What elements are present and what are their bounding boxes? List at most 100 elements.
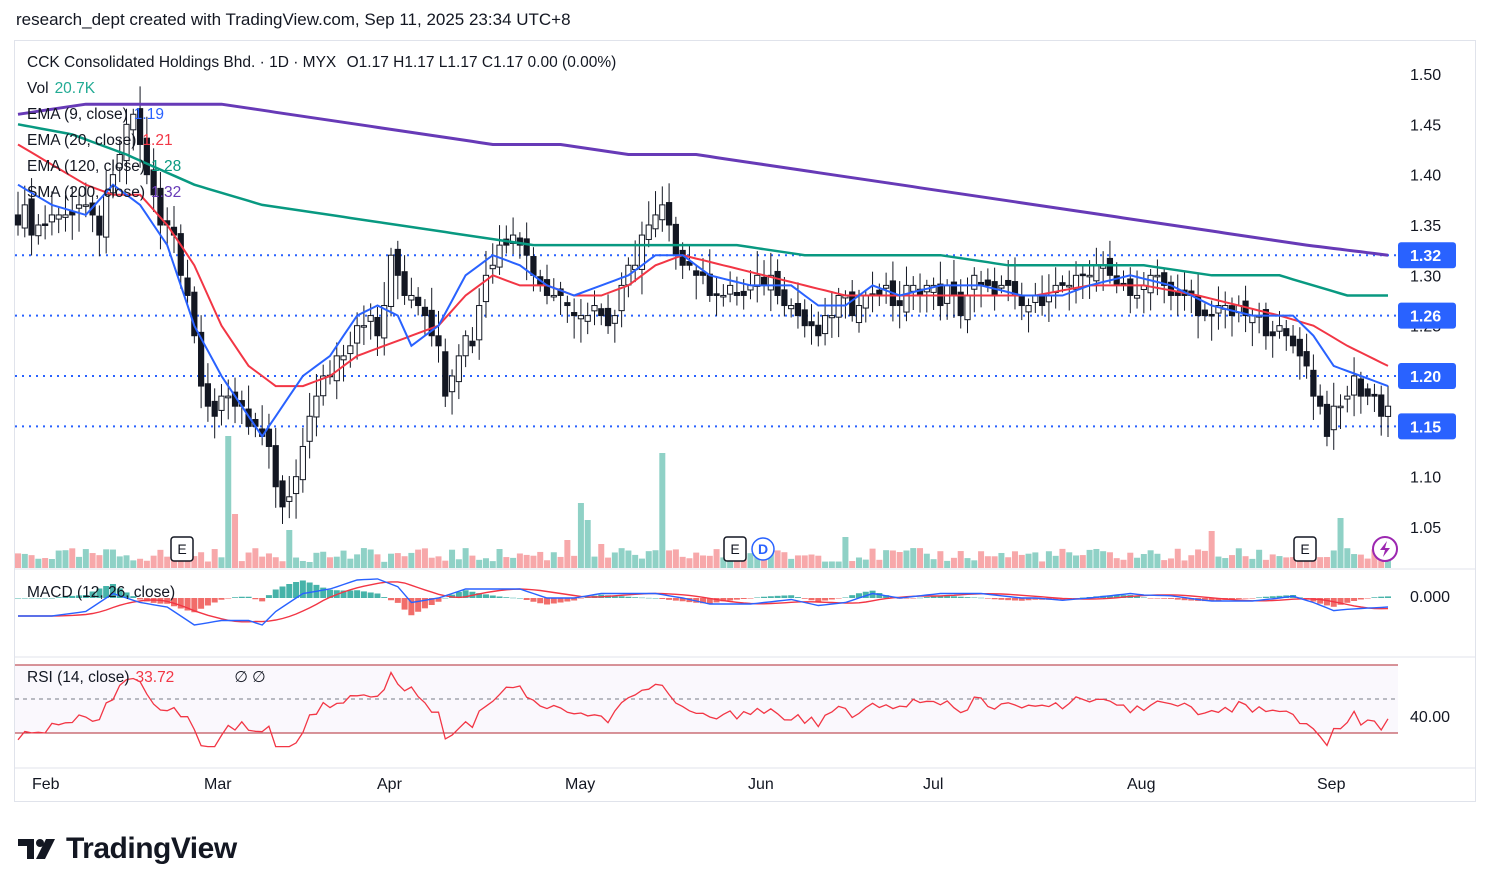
- candle-body: [489, 264, 496, 270]
- ema120-value: 1.28: [151, 158, 182, 175]
- volume-bar: [489, 561, 496, 568]
- macd-histogram-bar: [62, 596, 69, 598]
- tradingview-logo[interactable]: TradingView: [18, 832, 237, 866]
- candle-body: [1161, 272, 1168, 286]
- candle-body: [1337, 405, 1344, 409]
- macd-legend[interactable]: MACD (12, 26, close): [27, 584, 175, 602]
- macd-histogram-bar: [1310, 598, 1317, 602]
- candle-body: [1249, 315, 1256, 324]
- candle-body: [679, 249, 686, 266]
- volume-bar: [903, 550, 910, 568]
- candle-body: [218, 395, 225, 411]
- volume-bar: [1344, 548, 1351, 568]
- ema9-legend[interactable]: EMA (9, close) 1.19: [27, 106, 164, 124]
- rsi-line: [17, 671, 1389, 748]
- macd-histogram-bar: [706, 598, 713, 604]
- macd-histogram-bar: [964, 597, 971, 598]
- volume-bar: [1262, 559, 1269, 568]
- volume-bar: [1106, 552, 1113, 568]
- rsi-extra-values: ∅ ∅: [234, 669, 266, 686]
- candle-body: [1032, 294, 1039, 303]
- macd-histogram-bar: [910, 598, 917, 599]
- sma200-legend[interactable]: SMA (200, close) 1.32: [27, 184, 181, 202]
- candle-body: [788, 305, 795, 310]
- rsi-pane: [15, 664, 1398, 748]
- macd-histogram-bar: [225, 598, 232, 599]
- macd-histogram-bar: [1147, 598, 1154, 599]
- candle-body: [1025, 305, 1032, 313]
- macd-histogram-bar: [69, 595, 76, 598]
- macd-histogram-bar: [1256, 597, 1263, 598]
- volume-bar: [964, 558, 971, 568]
- candle-body: [1005, 279, 1012, 286]
- earnings-marker: [1293, 536, 1317, 562]
- symbol-title[interactable]: CCK Consolidated Holdings Bhd. · 1D · MY…: [27, 54, 337, 71]
- volume-bar: [1161, 560, 1168, 568]
- macd-histogram-bar: [1235, 598, 1242, 599]
- volume-bar: [1371, 549, 1378, 568]
- macd-histogram-bar: [638, 597, 645, 599]
- volume-bar: [1032, 552, 1039, 568]
- volume-bar: [672, 549, 679, 568]
- volume-bar: [449, 549, 456, 568]
- macd-histogram-bar: [923, 597, 930, 598]
- candle-body: [313, 395, 320, 418]
- candle-body: [767, 274, 774, 291]
- macd-histogram-bar: [21, 598, 28, 599]
- macd-line: [18, 578, 1389, 626]
- volume-bar: [1337, 518, 1344, 568]
- volume-bar: [1167, 558, 1174, 568]
- volume-bar: [462, 548, 469, 568]
- volume-bar: [415, 549, 422, 568]
- ema20-legend[interactable]: EMA (20, close) 1.21: [27, 132, 173, 150]
- macd-histogram-bar: [571, 598, 578, 601]
- macd-histogram-bar: [35, 598, 42, 599]
- candle-body: [1072, 274, 1080, 290]
- price-candles[interactable]: [14, 86, 1392, 524]
- ema120-legend[interactable]: EMA (120, close) 1.28: [27, 158, 181, 176]
- volume-legend[interactable]: Vol 20.7K: [27, 80, 95, 98]
- macd-histogram-bar: [754, 597, 761, 598]
- macd-histogram-bar: [218, 598, 225, 600]
- volume-bar: [1269, 554, 1276, 568]
- candle-body: [1364, 388, 1371, 397]
- ema20-line: [17, 143, 1389, 388]
- candle-body: [720, 294, 727, 298]
- macd-histogram-bar: [978, 597, 985, 599]
- macd-histogram-bar: [530, 598, 537, 602]
- earnings-marker-label: E: [730, 541, 739, 557]
- macd-histogram-bar: [835, 598, 842, 599]
- macd-histogram-bar: [1262, 596, 1269, 598]
- candle-body: [862, 294, 869, 309]
- macd-histogram-bar: [347, 590, 354, 598]
- macd-histogram-bar: [1337, 598, 1344, 605]
- rsi-legend[interactable]: RSI (14, close) 33.72 ∅ ∅: [27, 668, 266, 687]
- volume-bar: [761, 558, 768, 568]
- volume-bar: [1208, 531, 1215, 568]
- candle-body: [408, 294, 415, 301]
- macd-histogram-bar: [103, 586, 110, 598]
- volume-bar: [733, 557, 740, 568]
- macd-histogram-bar: [611, 595, 618, 598]
- price-axis[interactable]: 1.501.451.401.351.301.251.201.151.101.05…: [1398, 67, 1456, 726]
- macd-histogram-bar: [15, 598, 21, 599]
- macd-histogram-bar: [937, 595, 944, 598]
- macd-histogram-bar: [340, 590, 347, 598]
- rsi-tick-label: 40.00: [1410, 709, 1450, 726]
- volume-bar: [577, 503, 584, 568]
- volume-bar: [557, 556, 564, 568]
- volume-bar: [598, 544, 605, 568]
- candle-body: [984, 279, 991, 286]
- symbol-legend[interactable]: CCK Consolidated Holdings Bhd. · 1D · MY…: [27, 54, 616, 72]
- candle-body: [530, 256, 537, 276]
- macd-histogram-bar: [482, 594, 489, 598]
- macd-histogram-bar: [1140, 597, 1147, 598]
- volume-bar: [435, 556, 442, 568]
- macd-histogram-bar: [1011, 598, 1018, 601]
- macd-histogram-bar: [788, 595, 795, 598]
- time-axis[interactable]: Feb Mar Apr May Jun Jul Aug Sep: [32, 776, 1346, 793]
- volume-bar: [482, 558, 489, 568]
- volume-bar: [211, 549, 218, 568]
